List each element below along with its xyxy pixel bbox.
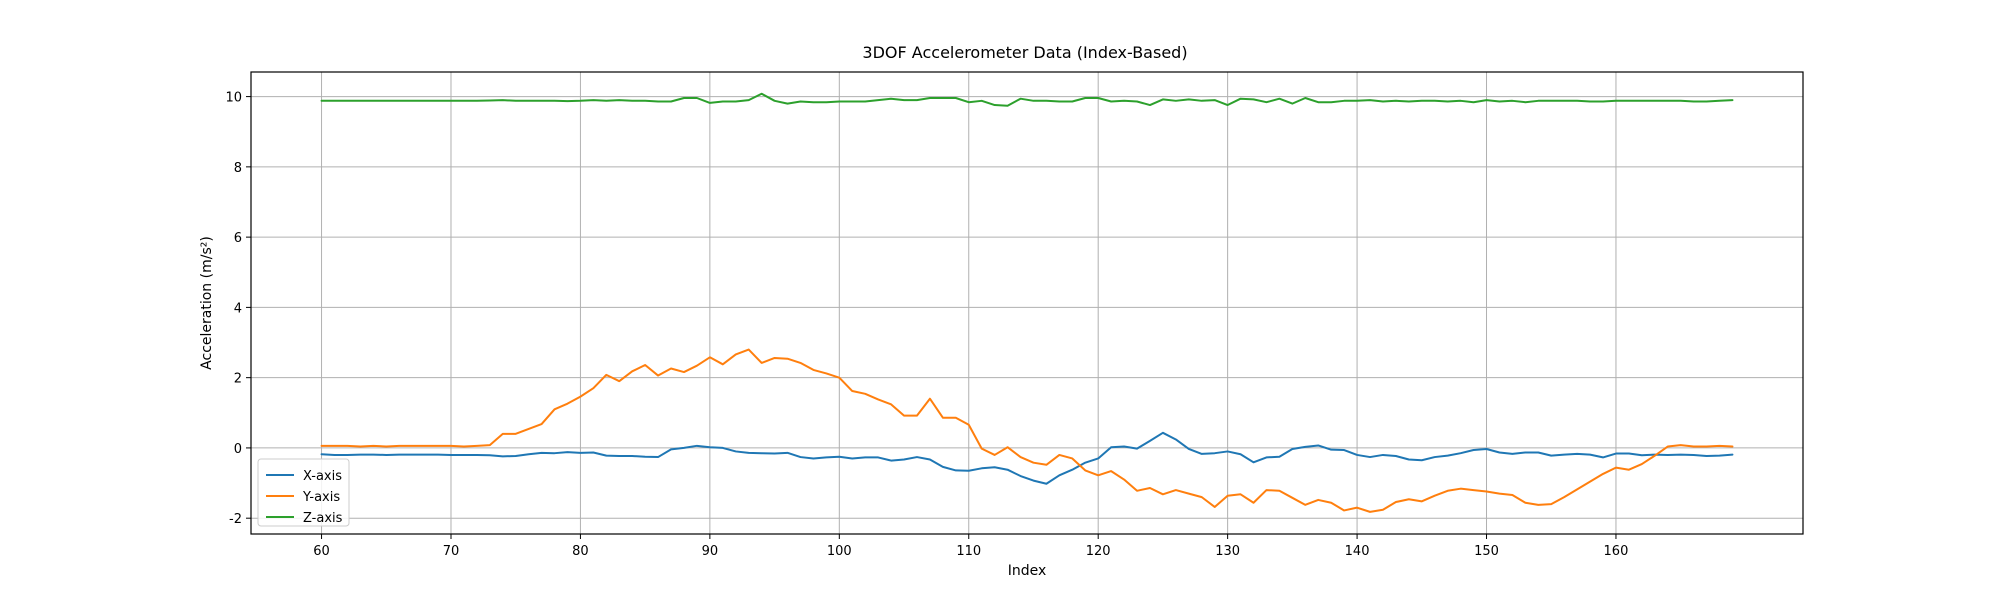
series-line-z-axis bbox=[320, 92, 1734, 107]
x-tick-label: 110 bbox=[956, 544, 981, 559]
x-tick-label: 140 bbox=[1345, 544, 1370, 559]
series-lines bbox=[320, 92, 1734, 513]
series-line-x-axis bbox=[320, 431, 1734, 485]
x-tick-label: 90 bbox=[702, 544, 719, 559]
y-tick-label: -2 bbox=[229, 512, 242, 527]
x-tick-label: 100 bbox=[827, 544, 852, 559]
series-line-y-axis bbox=[320, 348, 1734, 513]
grid bbox=[251, 72, 1803, 534]
legend: X-axis Y-axis Z-axis bbox=[257, 458, 350, 527]
legend-label: Y-axis bbox=[302, 490, 340, 505]
legend-label: X-axis bbox=[303, 469, 342, 484]
y-tick-label: 2 bbox=[234, 372, 242, 387]
y-axis-label: Acceleration (m/s²) bbox=[199, 236, 215, 370]
y-tick-label: 10 bbox=[225, 91, 242, 106]
y-tick-label: 4 bbox=[234, 301, 242, 316]
legend-label: Z-axis bbox=[303, 511, 343, 526]
x-tick-label: 120 bbox=[1086, 544, 1111, 559]
x-axis-label: Index bbox=[1008, 563, 1047, 579]
y-tick-label: 0 bbox=[234, 442, 242, 457]
plot-frame bbox=[250, 71, 1804, 535]
x-tick-label: 80 bbox=[572, 544, 589, 559]
axis-ticks: 60 70 80 90 100 110 120 130 140 150 160 -2 0 2 4 6 8 10 bbox=[225, 91, 1628, 559]
y-tick-label: 6 bbox=[234, 231, 242, 246]
x-tick-label: 160 bbox=[1604, 544, 1629, 559]
x-tick-label: 60 bbox=[313, 544, 330, 559]
y-tick-label: 8 bbox=[234, 161, 242, 176]
x-tick-label: 150 bbox=[1474, 544, 1499, 559]
chart-title: 3DOF Accelerometer Data (Index-Based) bbox=[862, 43, 1187, 62]
x-tick-label: 130 bbox=[1215, 544, 1240, 559]
x-tick-label: 70 bbox=[443, 544, 460, 559]
